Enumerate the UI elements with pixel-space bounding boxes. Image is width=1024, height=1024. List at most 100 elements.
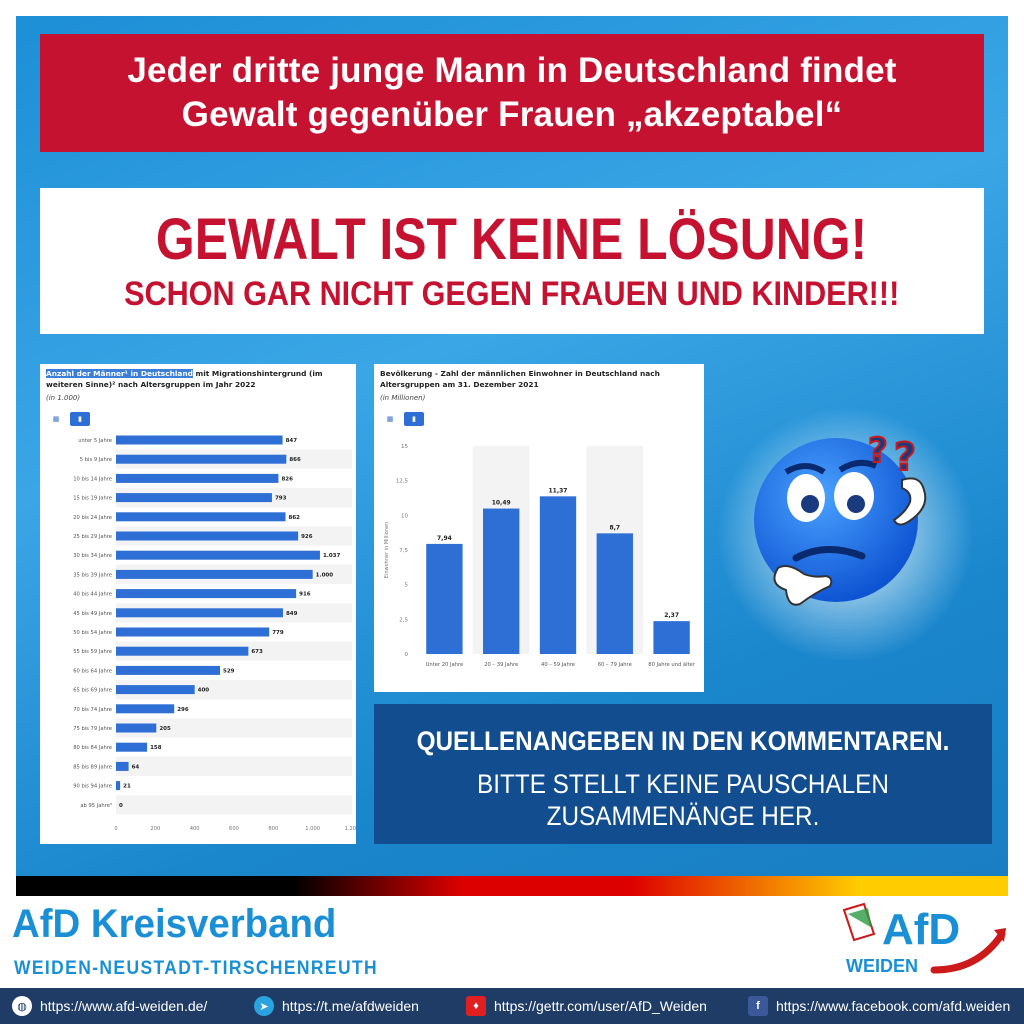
bar: [116, 685, 195, 695]
category-label: 40 – 59 Jahre: [541, 662, 575, 668]
chart-right-title: Bevölkerung - Zahl der männlichen Einwoh…: [380, 369, 660, 389]
category-label: 75 bis 79 Jahre: [73, 726, 112, 732]
tick-label: 0: [405, 652, 409, 658]
sources-notice-line-2a: BITTE STELLT KEINE PAUSCHALEN: [477, 769, 889, 799]
bar: [116, 550, 320, 560]
bar: [483, 508, 520, 654]
bar: [116, 723, 157, 733]
tick-label: 7,5: [399, 548, 408, 554]
category-label: unter 5 Jahre: [78, 438, 112, 444]
chart-male-population: Bevölkerung - Zahl der männlichen Einwoh…: [374, 364, 704, 692]
bar: [426, 543, 463, 654]
category-label: 80 Jahre und älter: [648, 662, 695, 668]
logo-text: AfD: [882, 905, 960, 954]
data-label: 847: [286, 438, 298, 444]
footer-telegram[interactable]: ➤ https://t.me/afdweiden: [254, 996, 419, 1016]
row-stripe: [116, 680, 352, 700]
row-stripe: [116, 756, 352, 776]
chart-left-title-highlight: Anzahl der Männer¹ in Deutschland: [46, 369, 193, 378]
data-label: 1.037: [323, 553, 341, 559]
category-label: 25 bis 29 Jahre: [73, 534, 112, 540]
slogan-main: GEWALT IST KEINE LÖSUNG!: [156, 207, 868, 272]
logo-sub: WEIDEN: [846, 956, 918, 976]
flag-stripe: [16, 876, 1008, 896]
sources-notice: QUELLENANGEBEN IN DEN KOMMENTAREN. BITTE…: [374, 704, 992, 844]
data-label: 862: [289, 515, 301, 521]
data-label: 2,37: [664, 612, 679, 619]
table-view-button[interactable]: ▦: [52, 415, 60, 423]
category-label: ab 95 Jahre³: [80, 803, 112, 809]
bar: [539, 496, 577, 654]
data-label: 793: [275, 496, 287, 502]
svg-text:?: ?: [868, 431, 888, 471]
data-label: 296: [177, 707, 189, 713]
headline-line-1: Jeder dritte junge Mann in Deutschland f…: [127, 51, 897, 90]
data-label: 779: [272, 630, 284, 636]
category-label: 85 bis 89 Jahre: [73, 764, 112, 770]
headline-banner: Jeder dritte junge Mann in Deutschland f…: [40, 34, 984, 152]
confused-emoji-icon: ? ?: [718, 407, 974, 660]
chart-right-toggle: ▦ ▮: [380, 412, 424, 426]
footer-gettr-link[interactable]: https://gettr.com/user/AfD_Weiden: [494, 998, 707, 1014]
bar: [116, 493, 272, 503]
footer-facebook[interactable]: f https://www.facebook.com/afd.weiden: [748, 996, 1010, 1016]
data-label: 673: [251, 649, 263, 655]
bar: [116, 531, 299, 541]
category-label: 20 bis 24 Jahre: [73, 515, 112, 521]
tick-label: 15: [401, 444, 408, 450]
chart-view-button[interactable]: ▮: [70, 412, 90, 426]
tick-label: 1.000: [305, 826, 320, 832]
bar: [116, 608, 283, 618]
telegram-icon: ➤: [254, 996, 274, 1016]
bar: [116, 646, 249, 656]
table-view-button[interactable]: ▦: [386, 415, 394, 423]
data-label: 400: [198, 688, 210, 694]
data-label: 529: [223, 668, 235, 674]
data-label: 826: [281, 476, 293, 482]
poster-background: Jeder dritte junge Mann in Deutschland f…: [16, 16, 1008, 876]
chart-left-title: Anzahl der Männer¹ in Deutschland mit Mi…: [46, 368, 350, 390]
category-label: 60 bis 64 Jahre: [73, 668, 112, 674]
footer-facebook-link[interactable]: https://www.facebook.com/afd.weiden: [776, 998, 1011, 1014]
chart-left-unit: (in 1.000): [46, 394, 81, 402]
category-label: 20 – 39 Jahre: [484, 662, 518, 668]
footer-website[interactable]: ◍ https://www.afd-weiden.de/: [12, 996, 207, 1016]
category-label: 15 bis 19 Jahre: [73, 496, 112, 502]
footer-gettr[interactable]: ♦ https://gettr.com/user/AfD_Weiden: [466, 996, 707, 1016]
data-label: 158: [150, 745, 162, 751]
slogan-sub: SCHON GAR NICHT GEGEN FRAUEN UND KINDER!…: [124, 275, 900, 313]
category-label: 40 bis 44 Jahre: [73, 592, 112, 598]
bar: [116, 435, 283, 445]
row-stripe: [116, 795, 352, 815]
chart-left-toggle: ▦ ▮: [46, 412, 90, 426]
bar: [116, 742, 148, 752]
data-label: 11,37: [549, 487, 568, 494]
tick-label: 5: [405, 583, 409, 589]
data-label: 926: [301, 534, 313, 540]
tick-label: 0: [114, 826, 117, 832]
tick-label: 10: [401, 513, 408, 519]
category-label: Unter 20 Jahre: [426, 662, 464, 668]
category-label: 5 bis 9 Jahre: [80, 457, 112, 463]
category-label: 65 bis 69 Jahre: [73, 688, 112, 694]
chart-men-migration: Anzahl der Männer¹ in Deutschland mit Mi…: [40, 364, 356, 844]
data-label: 849: [286, 611, 298, 617]
data-label: 916: [299, 592, 311, 598]
sources-notice-line-2: BITTE STELLT KEINE PAUSCHALEN ZUSAMMENÄN…: [405, 768, 961, 832]
footer-telegram-link[interactable]: https://t.me/afdweiden: [282, 998, 419, 1014]
facebook-icon: f: [748, 996, 768, 1016]
footer-website-link[interactable]: https://www.afd-weiden.de/: [40, 998, 208, 1014]
sources-notice-line-2b: ZUSAMMENÄNGE HER.: [546, 801, 820, 831]
chart-right-unit: (in Millionen): [380, 394, 426, 402]
tick-label: 400: [190, 826, 200, 832]
chart-right-plot: 0 2,5 5 7,5 10 12,5 15 Einwohner in Millionen 7,…: [384, 444, 696, 668]
brand-name: AfD Kreisverband: [12, 902, 337, 946]
headline-line-2: Gewalt gegenüber Frauen „akzeptabel“: [181, 95, 843, 134]
category-label: 35 bis 39 Jahre: [73, 572, 112, 578]
tick-label: 2,5: [399, 617, 408, 623]
category-label: 10 bis 14 Jahre: [73, 476, 112, 482]
category-label: 90 bis 94 Jahre: [73, 784, 112, 790]
category-label: 55 bis 59 Jahre: [73, 649, 112, 655]
brand-region: WEIDEN-NEUSTADT-TIRSCHENREUTH: [14, 958, 379, 979]
chart-view-button[interactable]: ▮: [404, 412, 424, 426]
